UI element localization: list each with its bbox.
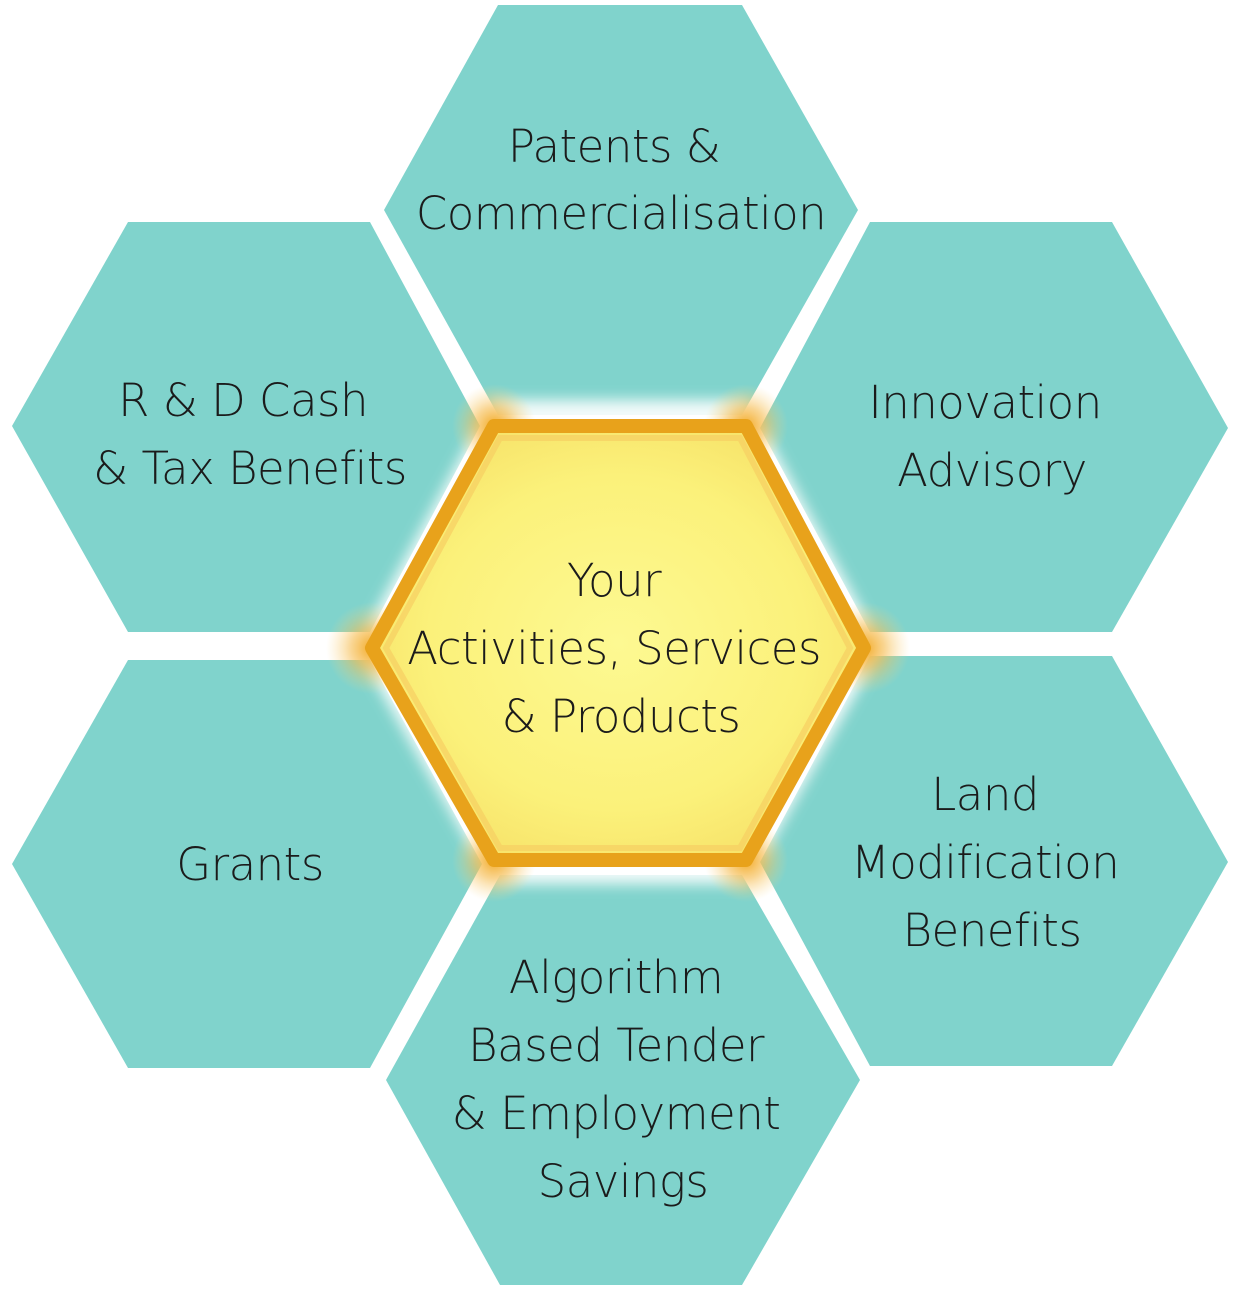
hex-bottom-label: Algorithm Based Tender & Employment Savi… bbox=[452, 951, 794, 1208]
hex-upper-left-shape bbox=[12, 222, 480, 632]
hex-upper-left-label: R & D Cash & Tax Benefits bbox=[93, 374, 407, 495]
hex-upper-right-label: Innovation Advisory bbox=[868, 376, 1115, 497]
hex-top: Patents & Commercialisation bbox=[384, 5, 858, 415]
hex-top-shape bbox=[384, 5, 858, 415]
hex-bottom: Algorithm Based Tender & Employment Savi… bbox=[386, 875, 860, 1285]
hex-center-inner-shadow bbox=[382, 435, 854, 851]
hex-center: Your Activities, Services & Products bbox=[326, 384, 910, 902]
hex-upper-right: Innovation Advisory bbox=[760, 222, 1228, 632]
hex-upper-right-shape bbox=[760, 222, 1228, 632]
hex-lower-left-label: Grants bbox=[176, 838, 324, 891]
hex-lower-left-shape bbox=[12, 660, 482, 1068]
hex-lower-left: Grants bbox=[12, 660, 482, 1068]
hex-bottom-shape bbox=[386, 875, 860, 1285]
hex-upper-left: R & D Cash & Tax Benefits bbox=[12, 222, 480, 632]
hex-center-label: Your Activities, Services & Products bbox=[407, 554, 834, 743]
hex-lower-right-label: Land Modification Benefits bbox=[851, 768, 1133, 957]
hex-lower-right: Land Modification Benefits bbox=[760, 656, 1228, 1066]
hex-lower-right-shape bbox=[760, 656, 1228, 1066]
hex-center-shape bbox=[365, 419, 871, 867]
hex-top-label: Patents & Commercialisation bbox=[416, 120, 826, 240]
